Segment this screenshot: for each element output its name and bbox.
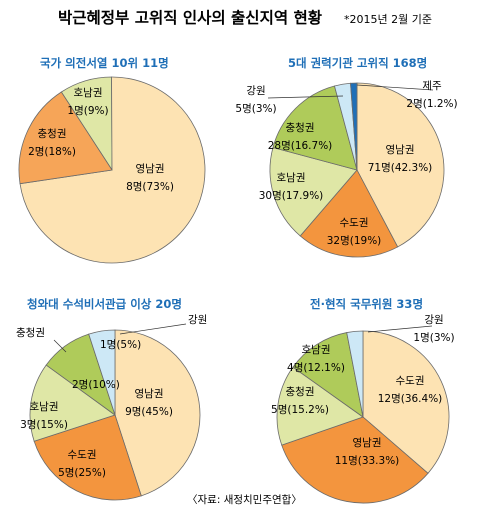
slice-label-name: 영남권 — [353, 437, 382, 449]
slice-충청권 — [276, 366, 364, 446]
slice-label-name: 충청권 — [286, 386, 315, 398]
slice-label-value: 2명(1.2%) — [406, 98, 457, 110]
slice-label-value: 2명(10%) — [72, 379, 120, 391]
chart-title: 전·현직 국무위원 33명 — [310, 297, 423, 311]
leader-line-제주 — [356, 84, 434, 91]
slice-label-value: 1명(3%) — [413, 332, 454, 344]
slice-호남권 — [292, 332, 364, 418]
slice-충청권 — [18, 91, 113, 185]
leader-line-충청권 — [53, 339, 67, 353]
slice-label-name: 수도권 — [68, 449, 97, 461]
chart-title: 5대 권력기관 고위직 168명 — [288, 56, 427, 70]
slice-label-name: 호남권 — [277, 172, 306, 184]
slice-영남권 — [356, 82, 445, 248]
slice-호남권 — [29, 364, 116, 442]
chart-title: 국가 의전서열 10위 11명 — [40, 56, 169, 70]
leader-line-강원 — [367, 325, 433, 333]
slice-label-value: 1명(9%) — [67, 105, 108, 117]
slice-label-value: 3명(15%) — [20, 419, 68, 431]
slice-label-value: 28명(16.7%) — [268, 140, 333, 152]
slice-label-value: 71명(42.3%) — [368, 162, 433, 174]
slice-label-name: 호남권 — [302, 344, 331, 356]
page-title: 박근혜정부 고위직 인사의 출신지역 현황 — [58, 8, 322, 27]
slice-label-name: 호남권 — [74, 87, 103, 99]
slice-label-value: 2명(18%) — [28, 146, 76, 158]
slice-영남권 — [281, 416, 429, 504]
slice-label-name: 영남권 — [135, 388, 164, 400]
slice-label-name: 충청권 — [286, 122, 315, 134]
slice-label-value: 4명(12.1%) — [287, 362, 345, 374]
slice-label-name: 제주 — [422, 80, 442, 92]
slice-수도권 — [33, 414, 142, 501]
slice-강원 — [346, 330, 364, 418]
source-note: 〈자료: 새정치민주연합〉 — [187, 494, 302, 506]
slice-label-value: 12명(36.4%) — [378, 393, 443, 405]
slice-label-value: 8명(73%) — [126, 181, 174, 193]
slice-label-name: 호남권 — [30, 401, 59, 413]
slice-label-name: 강원 — [188, 314, 207, 326]
slice-수도권 — [299, 169, 399, 258]
slice-제주 — [350, 82, 358, 171]
leader-line-강원 — [119, 323, 187, 335]
slice-label-value: 5명(3%) — [235, 103, 276, 115]
slice-label-name: 충청권 — [38, 128, 67, 140]
slice-label-value: 5명(25%) — [58, 467, 106, 479]
slice-label-name: 강원 — [424, 314, 443, 326]
slice-label-value: 32명(19%) — [327, 235, 382, 247]
date-note: *2015년 2월 기준 — [344, 13, 432, 26]
slice-label-name: 강원 — [246, 85, 265, 97]
slice-label-value: 5명(15.2%) — [271, 404, 329, 416]
slice-영남권 — [114, 329, 201, 497]
slice-label-name: 충청권 — [16, 327, 45, 339]
leader-line-강원 — [267, 95, 344, 99]
slice-label-value: 11명(33.3%) — [335, 455, 400, 467]
slice-label-name: 수도권 — [396, 375, 425, 387]
chart-title: 청와대 수석비서관급 이상 20명 — [27, 297, 182, 311]
slice-label-name: 영남권 — [386, 144, 415, 156]
slice-강원 — [88, 329, 116, 416]
slice-label-name: 수도권 — [340, 217, 369, 229]
slice-충청권 — [272, 85, 358, 171]
slice-호남권 — [269, 146, 358, 237]
slice-label-name: 영남권 — [136, 163, 165, 175]
slice-label-value: 1명(5%) — [100, 339, 141, 351]
slice-label-value: 30명(17.9%) — [259, 190, 324, 202]
slice-label-value: 9명(45%) — [125, 406, 173, 418]
slice-영남권 — [19, 76, 206, 264]
slice-수도권 — [362, 330, 450, 474]
